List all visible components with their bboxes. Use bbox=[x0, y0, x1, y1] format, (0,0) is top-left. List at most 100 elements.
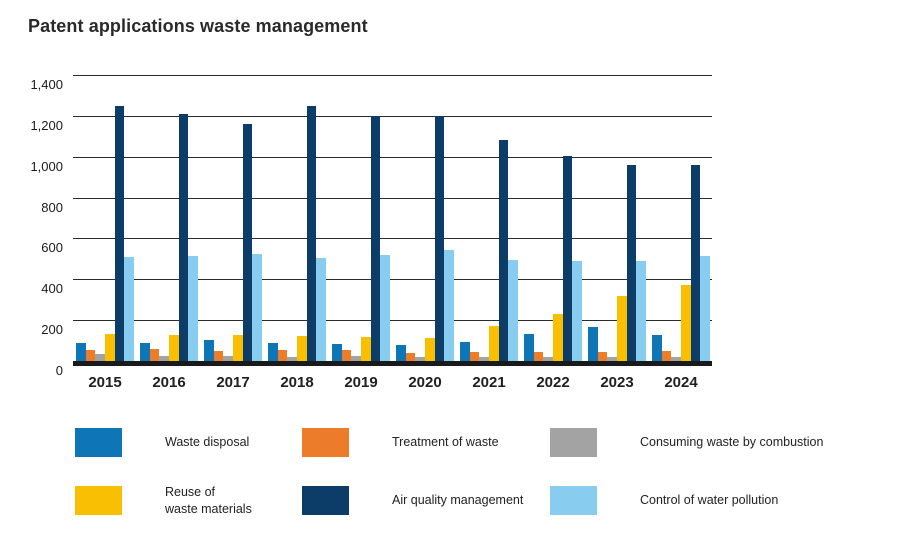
bar-group-2017 bbox=[203, 75, 263, 361]
bar-reuse-of-waste-materials-2019 bbox=[360, 337, 371, 361]
bar-consuming-waste-by-combustion-2015 bbox=[95, 354, 105, 361]
legend-label-line: Control of water pollution bbox=[640, 493, 779, 508]
legend-swatch bbox=[550, 486, 597, 516]
y-axis-tick-label: 800 bbox=[41, 199, 63, 215]
bar-waste-disposal-2015 bbox=[75, 343, 86, 361]
bar-air-quality-management-2021 bbox=[498, 140, 509, 361]
bar-control-of-water-pollution-2020 bbox=[444, 250, 455, 361]
legend-item: Reuse of waste materials bbox=[75, 484, 302, 518]
bar-control-of-water-pollution-2022 bbox=[572, 261, 583, 361]
gridline-800 bbox=[73, 197, 712, 199]
legend-label: Reuse of waste materials bbox=[165, 484, 252, 518]
x-axis-tick-label-2024: 2024 bbox=[664, 374, 698, 391]
bar-reuse-of-waste-materials-2015 bbox=[104, 334, 115, 361]
bar-reuse-of-waste-materials-2023 bbox=[616, 296, 627, 361]
bar-consuming-waste-by-combustion-2018 bbox=[287, 357, 297, 361]
bar-waste-disposal-2019 bbox=[331, 344, 342, 361]
gridline-200 bbox=[73, 320, 712, 322]
y-axis-tick-label: 1,000 bbox=[30, 158, 63, 174]
legend-label: Control of water pollution bbox=[640, 492, 778, 509]
bar-consuming-waste-by-combustion-2024 bbox=[671, 357, 681, 361]
bar-consuming-waste-by-combustion-2019 bbox=[351, 356, 361, 361]
x-axis-tick-label-2021: 2021 bbox=[472, 374, 506, 391]
bar-group-2021 bbox=[459, 75, 519, 361]
bar-control-of-water-pollution-2021 bbox=[508, 260, 519, 361]
legend-swatch bbox=[302, 486, 349, 516]
gridline-1400 bbox=[73, 75, 712, 76]
bar-treatment-of-waste-2018 bbox=[277, 350, 288, 361]
bar-air-quality-management-2015 bbox=[114, 106, 125, 361]
bar-group-2024 bbox=[651, 75, 711, 361]
bar-consuming-waste-by-combustion-2023 bbox=[607, 357, 617, 361]
bar-reuse-of-waste-materials-2021 bbox=[488, 326, 499, 361]
bar-consuming-waste-by-combustion-2020 bbox=[415, 357, 425, 361]
bar-air-quality-management-2018 bbox=[306, 106, 317, 361]
bar-reuse-of-waste-materials-2017 bbox=[232, 335, 243, 361]
x-axis-tick-label-2023: 2023 bbox=[600, 374, 634, 391]
legend-item: Treatment of waste bbox=[302, 428, 550, 457]
y-axis-tick-label: 600 bbox=[41, 240, 63, 256]
bar-treatment-of-waste-2021 bbox=[469, 352, 480, 361]
bar-waste-disposal-2018 bbox=[267, 343, 278, 361]
bar-consuming-waste-by-combustion-2021 bbox=[479, 357, 489, 361]
x-axis-tick-label-2017: 2017 bbox=[216, 374, 250, 391]
gridline-1200 bbox=[73, 115, 712, 117]
bar-reuse-of-waste-materials-2020 bbox=[424, 338, 435, 361]
x-axis-tick-label-2020: 2020 bbox=[408, 374, 442, 391]
bar-control-of-water-pollution-2017 bbox=[252, 254, 263, 361]
bar-treatment-of-waste-2019 bbox=[341, 350, 352, 361]
legend-swatch bbox=[550, 428, 597, 457]
legend-label-line: Treatment of waste bbox=[392, 435, 499, 450]
bar-control-of-water-pollution-2016 bbox=[188, 256, 199, 361]
x-axis-tick-label-2022: 2022 bbox=[536, 374, 570, 391]
legend-label: Consuming waste by combustion bbox=[640, 434, 823, 451]
bar-air-quality-management-2017 bbox=[242, 124, 253, 361]
bar-group-2019 bbox=[331, 75, 391, 361]
bar-air-quality-management-2016 bbox=[178, 114, 189, 361]
plot-area: 0 200 400 600 800 1,000 1,200 1,400 2015 2016 2017… bbox=[30, 75, 712, 391]
x-axis-tick-label-2018: 2018 bbox=[280, 374, 314, 391]
bar-group-2015 bbox=[75, 75, 135, 361]
bar-air-quality-management-2019 bbox=[370, 116, 381, 361]
bar-treatment-of-waste-2017 bbox=[213, 351, 224, 361]
legend-label: Air quality management bbox=[392, 492, 523, 509]
bar-group-2018 bbox=[267, 75, 327, 361]
y-axis-tick-label: 200 bbox=[41, 322, 63, 338]
bar-waste-disposal-2022 bbox=[523, 334, 534, 361]
bar-consuming-waste-by-combustion-2016 bbox=[159, 356, 169, 361]
bar-waste-disposal-2020 bbox=[395, 345, 406, 361]
y-axis-tick-label: 0 bbox=[55, 363, 63, 378]
bar-waste-disposal-2017 bbox=[203, 340, 214, 361]
bar-treatment-of-waste-2016 bbox=[149, 349, 160, 361]
bar-air-quality-management-2023 bbox=[626, 165, 637, 361]
bar-treatment-of-waste-2015 bbox=[85, 350, 96, 361]
gridline-1000 bbox=[73, 156, 712, 158]
y-axis-tick-label: 400 bbox=[41, 281, 63, 297]
legend-label-line: waste materials bbox=[165, 501, 252, 516]
bar-waste-disposal-2021 bbox=[459, 342, 470, 361]
bar-control-of-water-pollution-2023 bbox=[636, 261, 647, 361]
bar-consuming-waste-by-combustion-2022 bbox=[543, 357, 553, 361]
bar-treatment-of-waste-2020 bbox=[405, 353, 416, 361]
bar-control-of-water-pollution-2019 bbox=[380, 255, 391, 361]
bar-air-quality-management-2024 bbox=[690, 165, 701, 361]
legend: Waste disposal Treatment of waste Consumin… bbox=[75, 428, 850, 518]
x-axis-tick-label-2016: 2016 bbox=[152, 374, 186, 391]
gridline-400 bbox=[73, 279, 712, 281]
bar-reuse-of-waste-materials-2016 bbox=[168, 335, 179, 361]
bar-group-2016 bbox=[139, 75, 199, 361]
bar-group-2023 bbox=[587, 75, 647, 361]
legend-swatch bbox=[302, 428, 349, 457]
bar-reuse-of-waste-materials-2018 bbox=[296, 336, 307, 361]
bar-treatment-of-waste-2022 bbox=[533, 352, 544, 361]
gridline-600 bbox=[73, 238, 712, 240]
legend-label-line: Waste disposal bbox=[165, 435, 250, 450]
bar-consuming-waste-by-combustion-2017 bbox=[223, 356, 233, 361]
bar-reuse-of-waste-materials-2022 bbox=[552, 314, 563, 361]
bar-control-of-water-pollution-2018 bbox=[316, 258, 327, 361]
legend-item: Air quality management bbox=[302, 484, 550, 518]
legend-item: Waste disposal bbox=[75, 428, 302, 457]
legend-swatch bbox=[75, 428, 122, 457]
bar-reuse-of-waste-materials-2024 bbox=[680, 285, 691, 361]
